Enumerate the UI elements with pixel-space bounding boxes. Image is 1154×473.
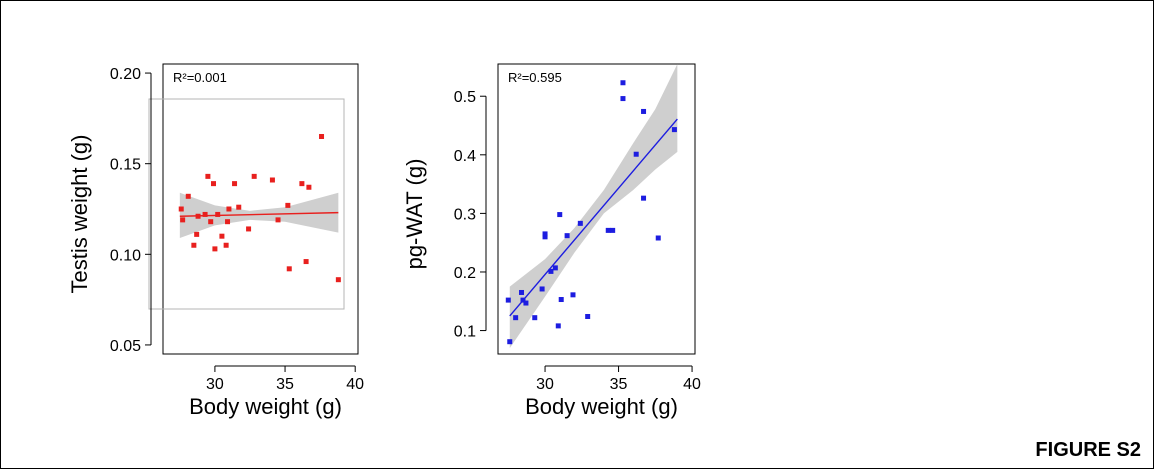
data-point <box>542 231 548 237</box>
data-point <box>519 289 525 295</box>
x-tick-label: 40 <box>683 376 701 393</box>
data-point <box>194 231 200 237</box>
confidence-band <box>509 64 678 349</box>
x-tick-label: 30 <box>536 376 554 393</box>
data-point <box>505 297 511 303</box>
x-tick-label: 40 <box>346 376 364 393</box>
data-point <box>246 226 252 232</box>
data-point <box>558 297 564 303</box>
data-point <box>202 211 208 217</box>
y-tick-label: 0.2 <box>454 265 476 282</box>
y-axis-label: pg-WAT (g) <box>402 159 427 270</box>
data-point <box>251 173 257 179</box>
data-point <box>555 323 561 329</box>
x-axis-label: Body weight (g) <box>525 394 678 419</box>
data-point <box>223 242 229 248</box>
data-point <box>319 134 325 139</box>
y-tick-label: 0.20 <box>110 66 141 83</box>
data-point <box>620 96 626 102</box>
data-point <box>286 266 292 272</box>
regression-line <box>509 118 678 317</box>
data-point <box>641 195 647 201</box>
data-point <box>532 315 538 321</box>
x-axis-label: Body weight (g) <box>189 394 342 419</box>
data-point <box>585 314 591 320</box>
y-tick-label: 0.1 <box>454 324 476 341</box>
data-point <box>605 227 611 233</box>
data-point <box>269 177 275 183</box>
x-tick-label: 30 <box>206 376 224 393</box>
data-point <box>232 181 238 187</box>
inset-frame <box>148 98 345 310</box>
r-squared-annotation: R²=0.001 <box>173 70 227 85</box>
figure-label: FIGURE S2 <box>1035 439 1141 461</box>
confidence-band <box>179 192 339 238</box>
data-point <box>520 297 526 303</box>
data-point <box>208 219 214 225</box>
data-point <box>577 220 583 226</box>
data-point <box>215 211 221 217</box>
y-tick-label: 0.4 <box>454 148 476 165</box>
data-point <box>542 234 548 240</box>
plot-frame <box>162 63 359 355</box>
data-point <box>306 184 312 190</box>
data-point <box>275 217 281 223</box>
data-point <box>226 206 232 212</box>
data-point <box>570 292 576 298</box>
y-tick-label: 0.10 <box>110 247 141 264</box>
data-point <box>285 202 291 208</box>
data-point <box>557 212 563 218</box>
data-point <box>180 217 186 223</box>
data-point <box>620 80 626 86</box>
data-point <box>335 277 341 283</box>
data-point <box>195 213 201 219</box>
data-point <box>507 339 513 345</box>
pg-wat-chart: 0.1 0.2 0.3 0.4 0.5 30 35 40 Body weight (g) pg-W… <box>402 63 701 419</box>
data-point <box>225 219 231 225</box>
data-point <box>548 268 554 274</box>
y-axis-label: Testis weight (g) <box>67 135 92 294</box>
data-point <box>513 315 519 321</box>
data-point <box>185 193 191 199</box>
data-point <box>299 181 305 187</box>
y-tick-label: 0.5 <box>454 89 476 106</box>
data-point <box>191 242 197 248</box>
data-point <box>205 173 211 179</box>
data-point <box>539 286 545 292</box>
data-point <box>641 108 647 114</box>
data-point <box>236 204 242 210</box>
y-tick-label: 0.05 <box>110 338 141 355</box>
data-point <box>552 265 558 271</box>
r-squared-annotation: R²=0.595 <box>508 70 562 85</box>
y-tick-label: 0.15 <box>110 157 141 174</box>
data-point <box>523 300 529 306</box>
y-tick-label: 0.3 <box>454 206 476 223</box>
data-point <box>671 127 677 133</box>
data-point <box>303 259 309 265</box>
data-point <box>178 206 184 212</box>
x-tick-label: 35 <box>276 376 294 393</box>
x-tick-label: 35 <box>610 376 628 393</box>
data-point <box>564 233 570 239</box>
data-point <box>610 227 616 233</box>
data-point <box>212 246 218 252</box>
data-point <box>211 181 217 187</box>
data-point <box>655 235 661 241</box>
plot-frame <box>497 63 696 355</box>
data-point <box>219 233 225 239</box>
data-point <box>633 151 639 157</box>
